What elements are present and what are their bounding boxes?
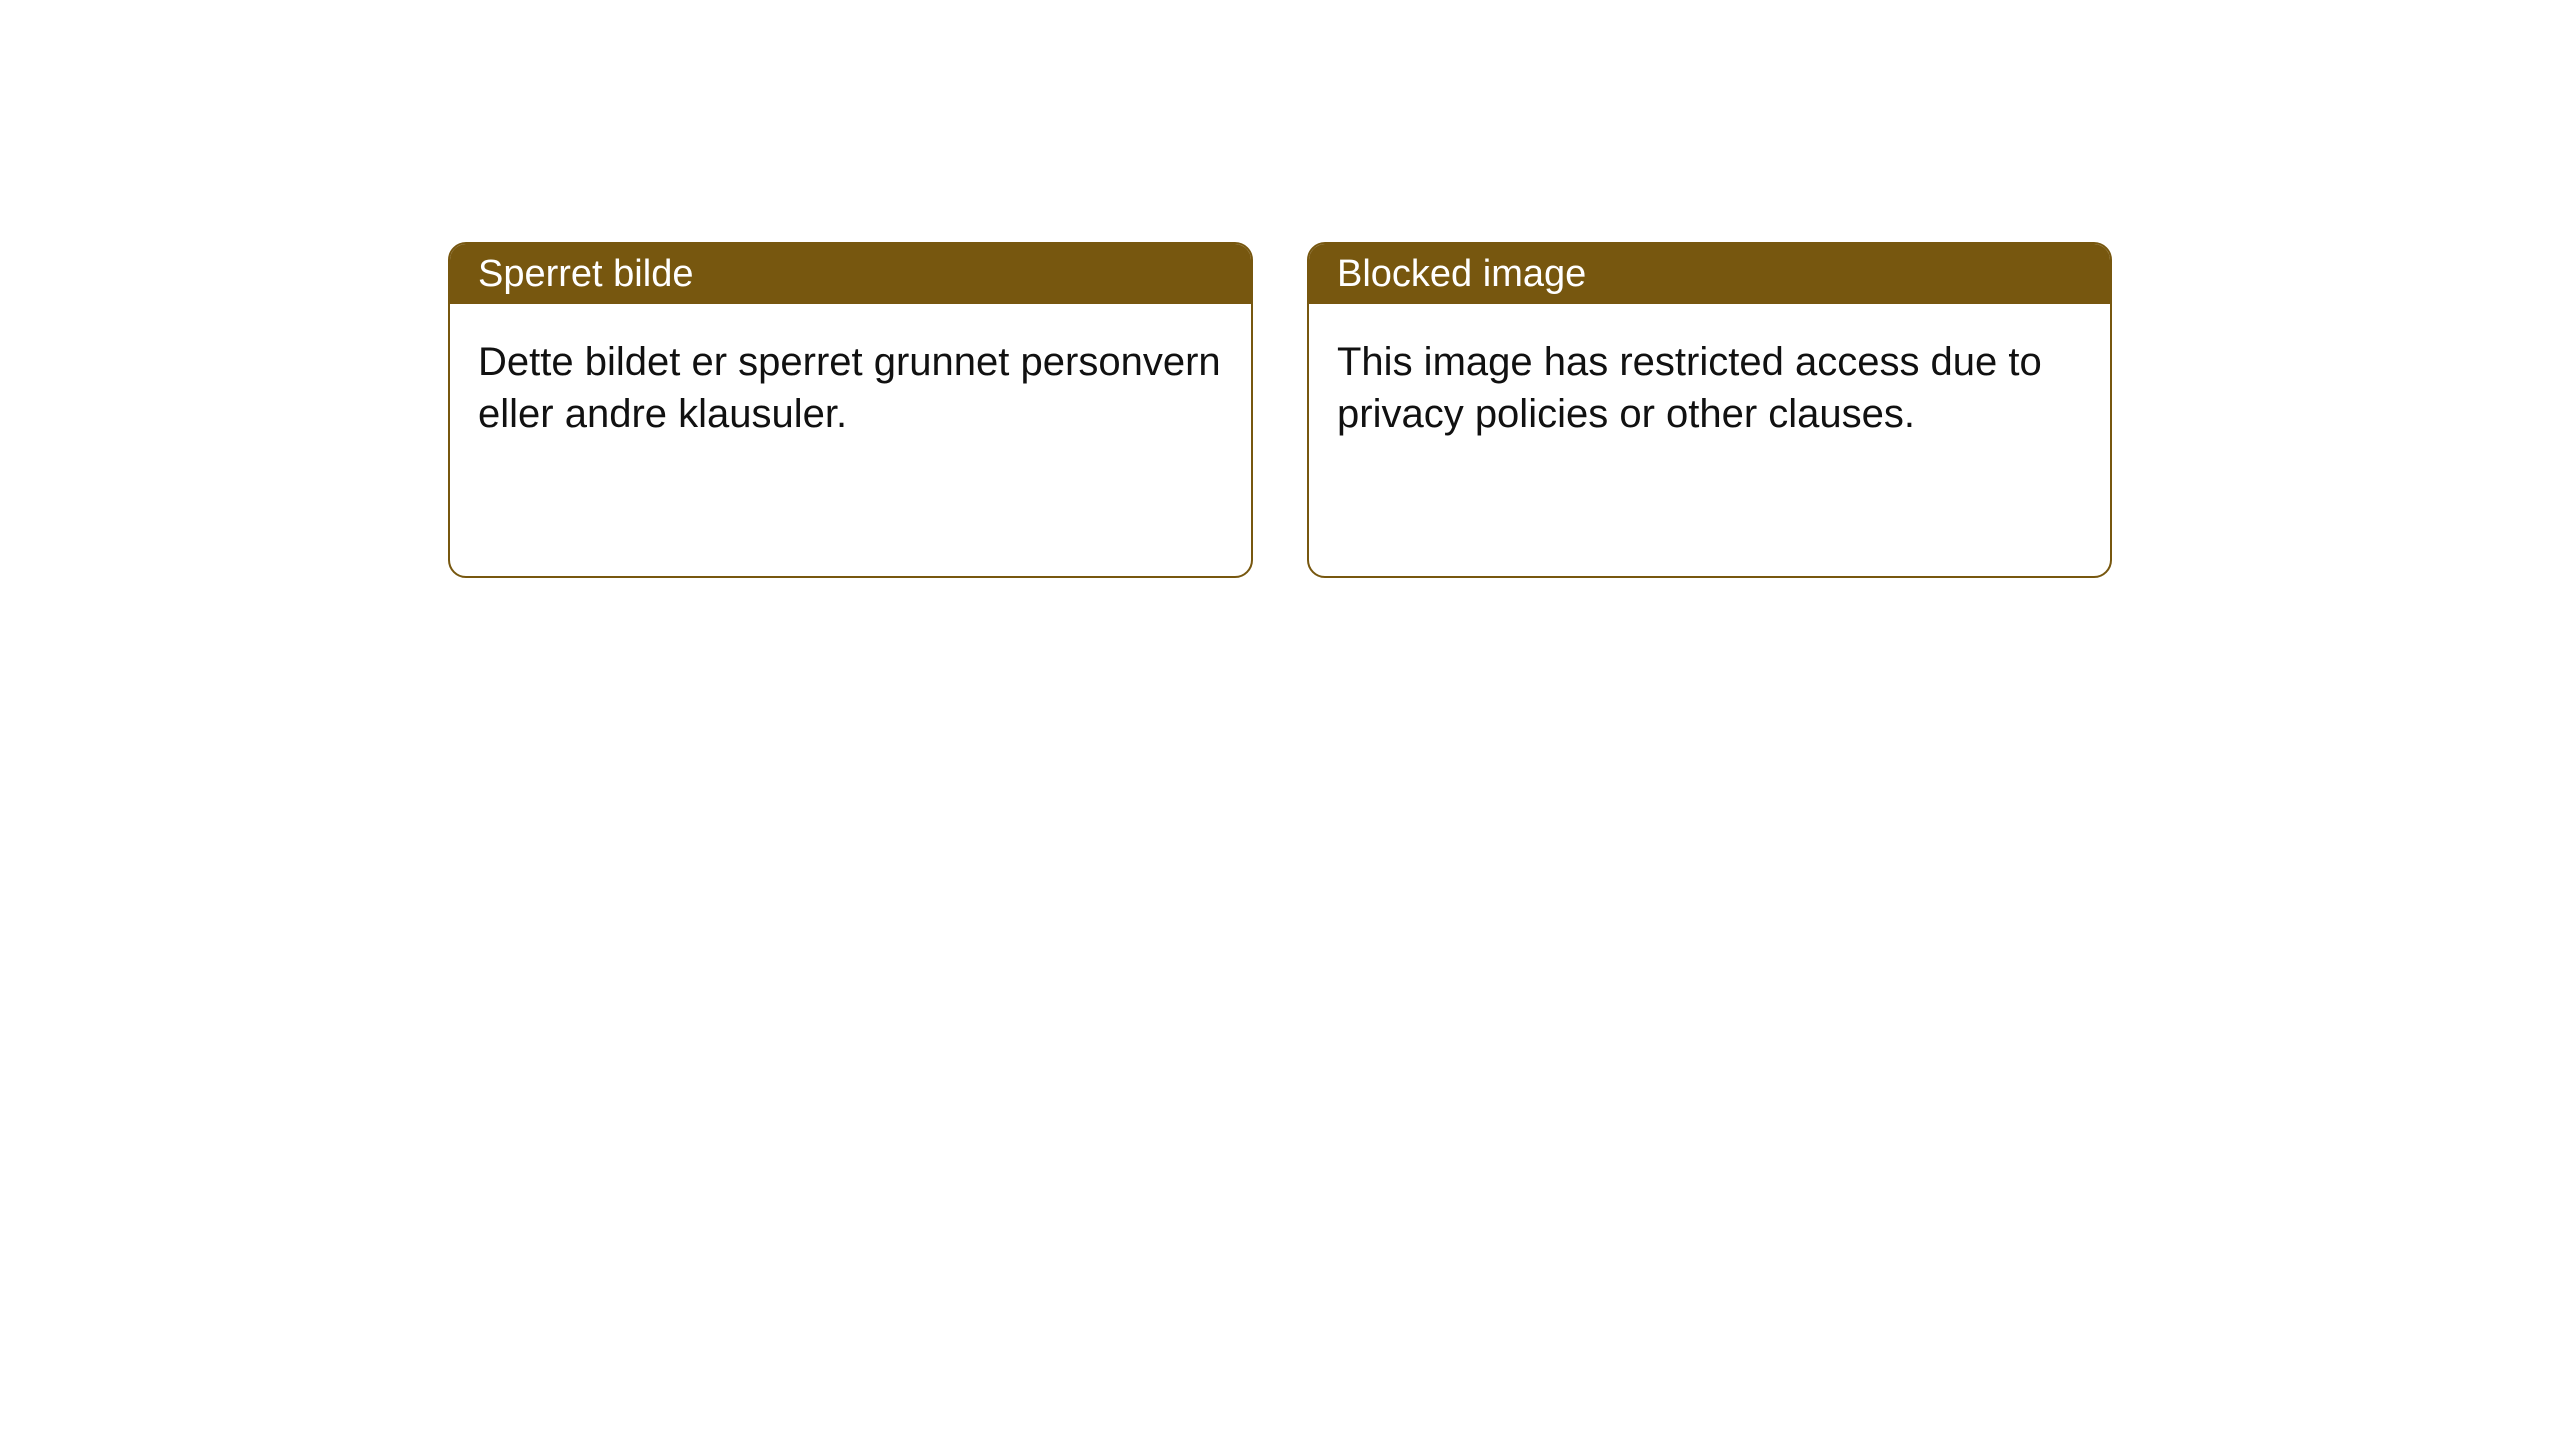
notice-card-en: Blocked image This image has restricted …	[1307, 242, 2112, 578]
notice-card-no: Sperret bilde Dette bildet er sperret gr…	[448, 242, 1253, 578]
card-body-no: Dette bildet er sperret grunnet personve…	[450, 304, 1251, 472]
card-body-text-en: This image has restricted access due to …	[1337, 340, 2042, 436]
card-title-no: Sperret bilde	[478, 253, 693, 296]
card-title-en: Blocked image	[1337, 253, 1586, 296]
card-header-no: Sperret bilde	[450, 244, 1251, 304]
card-body-text-no: Dette bildet er sperret grunnet personve…	[478, 340, 1221, 436]
notice-container: Sperret bilde Dette bildet er sperret gr…	[448, 242, 2112, 578]
card-header-en: Blocked image	[1309, 244, 2110, 304]
card-body-en: This image has restricted access due to …	[1309, 304, 2110, 472]
